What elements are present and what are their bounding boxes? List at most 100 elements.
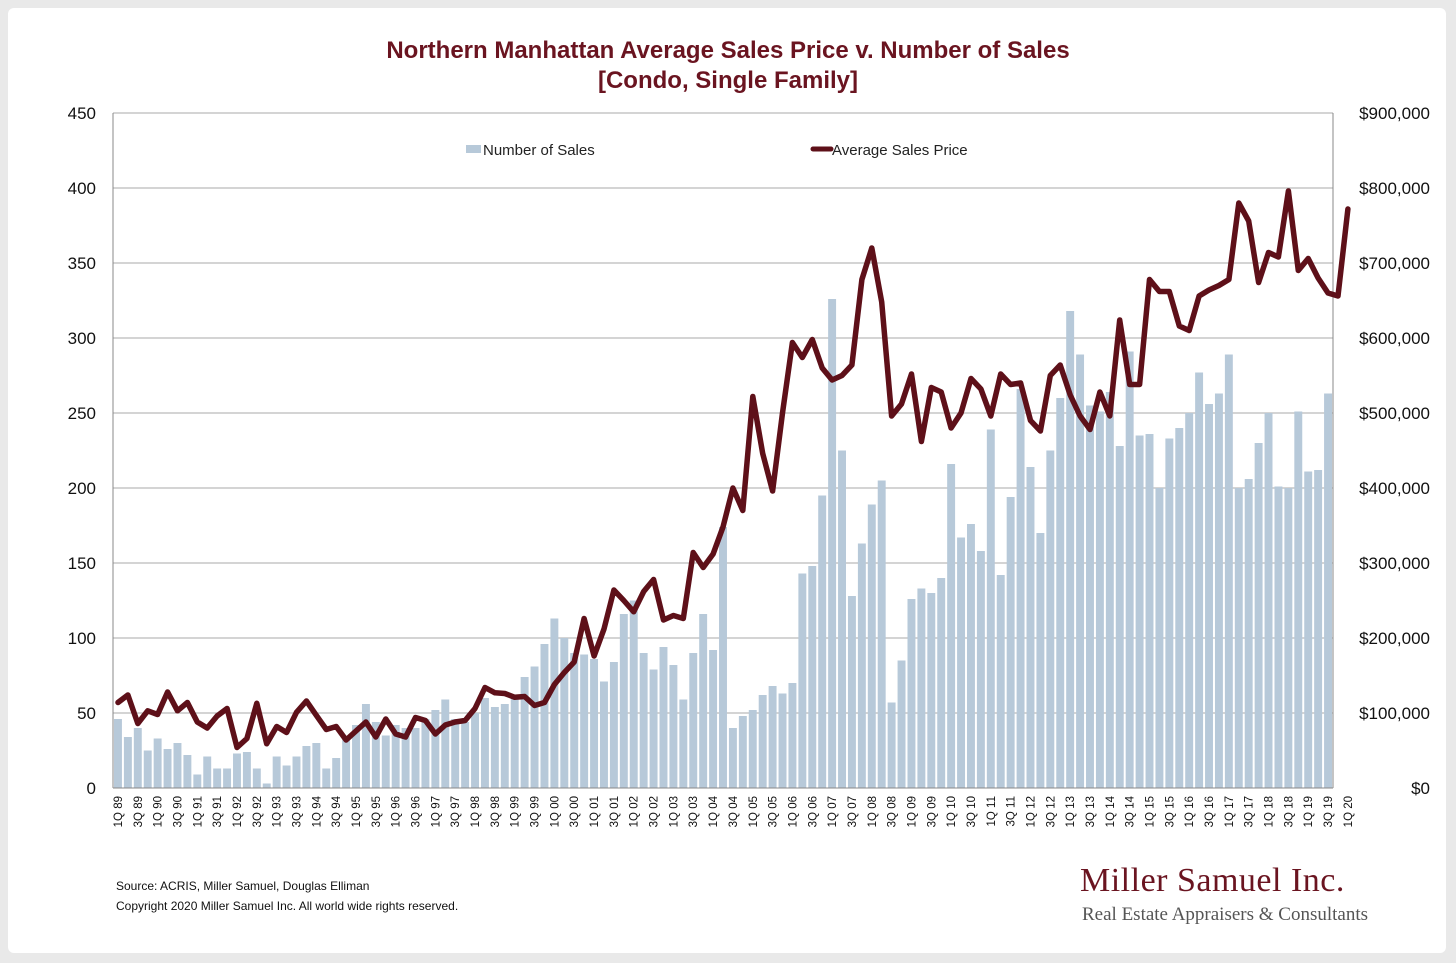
sales-bar	[1145, 434, 1154, 788]
sales-bar	[153, 738, 162, 788]
sales-bar	[818, 495, 827, 788]
sales-bar	[728, 728, 737, 788]
x-tick: 3Q 09	[926, 796, 938, 827]
y-left-tick: 150	[68, 554, 96, 573]
x-tick: 1Q 95	[351, 796, 363, 827]
y-left-tick: 200	[68, 479, 96, 498]
source-note: Source: ACRIS, Miller Samuel, Douglas El…	[116, 879, 370, 893]
sales-bar	[798, 573, 807, 788]
x-tick: 1Q 09	[906, 796, 918, 827]
sales-bar	[689, 653, 698, 788]
sales-bar	[748, 710, 757, 788]
sales-bar	[401, 728, 410, 788]
sales-bar	[510, 696, 519, 788]
sales-bar	[322, 768, 331, 788]
y-right-tick: $500,000	[1359, 404, 1430, 423]
sales-bar	[828, 299, 837, 788]
sales-bar	[123, 737, 132, 788]
sales-bar	[471, 713, 479, 788]
sales-bar	[223, 768, 232, 788]
sales-bars	[113, 299, 1333, 788]
sales-bar	[352, 725, 360, 788]
sales-bar	[679, 699, 688, 788]
sales-bar	[113, 719, 122, 788]
y-right-tick: $700,000	[1359, 254, 1430, 273]
sales-bar	[699, 614, 708, 788]
sales-bar	[272, 756, 281, 788]
sales-bar	[847, 596, 856, 788]
x-tick: 1Q 94	[311, 795, 323, 827]
sales-bar	[1105, 392, 1114, 788]
sales-bar	[1056, 398, 1065, 788]
x-tick: 3Q 90	[172, 796, 184, 827]
sales-bar	[292, 756, 301, 788]
sales-bar	[500, 704, 509, 788]
sales-bar	[669, 665, 678, 788]
sales-bar	[590, 659, 599, 788]
x-tick: 3Q 92	[252, 796, 264, 827]
x-tick: 1Q 15	[1145, 796, 1157, 827]
x-tick: 1Q 91	[192, 796, 204, 827]
sales-bar	[619, 614, 628, 788]
sales-bar	[361, 704, 370, 788]
x-tick: 1Q 89	[113, 796, 125, 827]
sales-bar	[1135, 435, 1144, 788]
x-tick: 3Q 08	[887, 796, 899, 827]
sales-bar	[133, 728, 142, 788]
sales-bar	[530, 666, 539, 788]
x-tick: 1Q 14	[1105, 795, 1117, 827]
x-tick: 3Q 89	[133, 796, 145, 827]
sales-bar	[867, 504, 876, 788]
copyright-note: Copyright 2020 Miller Samuel Inc. All wo…	[116, 899, 459, 913]
x-tick: 3Q 02	[649, 796, 661, 827]
chart-title-line1: Northern Manhattan Average Sales Price v…	[386, 37, 1070, 64]
x-tick: 3Q 11	[1006, 796, 1018, 826]
x-tick: 3Q 00	[569, 796, 581, 827]
sales-bar	[451, 719, 460, 788]
x-tick: 3Q 07	[847, 796, 859, 827]
x-tick: 3Q 94	[331, 795, 343, 827]
sales-bar	[441, 699, 450, 788]
sales-bar	[1115, 446, 1124, 788]
y-left-tick: 300	[68, 329, 96, 348]
x-tick: 1Q 04	[708, 795, 720, 827]
right-axis-labels: $0 $100,000 $200,000 $300,000 $400,000 $500,0…	[1359, 104, 1430, 798]
sales-bar	[282, 765, 291, 788]
x-tick: 3Q 16	[1204, 796, 1216, 827]
x-tick: 3Q 97	[450, 796, 462, 827]
x-tick: 1Q 03	[668, 796, 680, 827]
sales-bar	[976, 551, 985, 788]
sales-bar	[1304, 471, 1313, 788]
sales-bar	[312, 743, 321, 788]
sales-bar	[580, 654, 589, 788]
sales-bar	[808, 566, 817, 788]
sales-bar	[1066, 311, 1075, 788]
sales-bar	[1026, 467, 1035, 788]
sales-bar	[381, 735, 390, 788]
x-tick: 1Q 20	[1343, 796, 1355, 827]
price-line	[115, 188, 1351, 751]
sales-bar	[967, 524, 975, 788]
x-tick: 3Q 95	[371, 796, 383, 827]
x-tick: 1Q 98	[470, 796, 482, 827]
sales-bar	[143, 750, 152, 788]
sales-bar	[371, 722, 380, 788]
sales-bar	[609, 662, 618, 788]
sales-bar	[1016, 389, 1025, 788]
sales-bar	[1125, 351, 1134, 788]
sales-bar	[1205, 404, 1213, 788]
legend-average-sales-price: Average Sales Price	[832, 142, 968, 159]
y-left-tick: 100	[68, 629, 96, 648]
x-tick: 1Q 06	[787, 796, 799, 827]
sales-bar	[1244, 479, 1253, 788]
sales-bar	[659, 647, 668, 788]
left-axis-labels: 0 50 100 150 200 250 300 350 400 450	[68, 104, 96, 798]
x-tick: 1Q 93	[272, 796, 284, 827]
x-tick: 1Q 17	[1224, 796, 1236, 827]
sales-bar	[1324, 393, 1333, 788]
sales-bar	[788, 683, 797, 788]
y-left-tick: 350	[68, 254, 96, 273]
x-tick: 3Q 01	[609, 796, 621, 827]
sales-bar	[1155, 488, 1164, 788]
